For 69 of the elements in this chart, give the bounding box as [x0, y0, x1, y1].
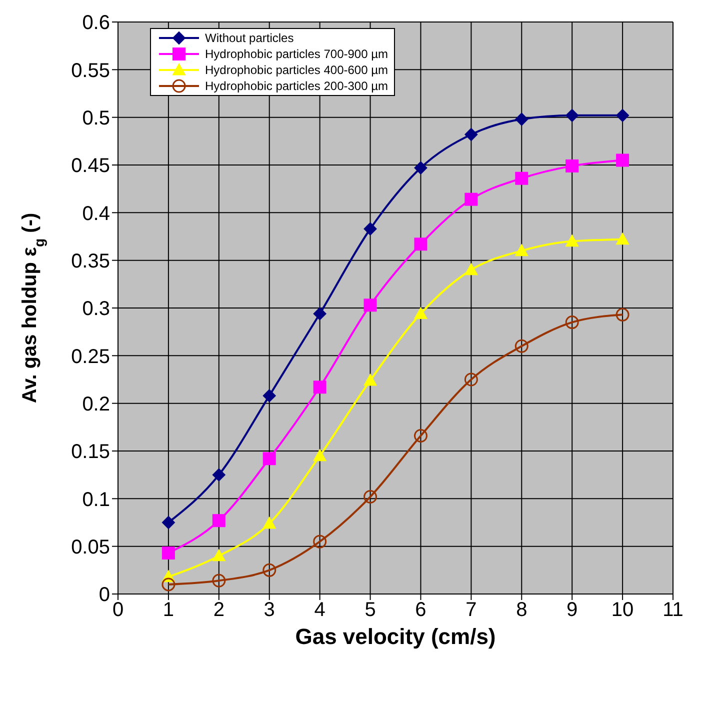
- y-tick-label: 0.05: [71, 536, 110, 558]
- x-tick-label: 5: [364, 599, 376, 622]
- point: [162, 546, 175, 560]
- y-tick-label: 0.3: [82, 298, 110, 320]
- point: [566, 234, 579, 247]
- y-tick-label: 0: [98, 584, 110, 606]
- point: [262, 452, 276, 466]
- x-tick-label: 1: [162, 599, 174, 622]
- x-tick-label: 8: [516, 599, 528, 622]
- legend-label: Hydrophobic particles 200-300 µm: [205, 78, 388, 94]
- y-tick-label: 0.2: [82, 393, 110, 416]
- y-tick-label: 0.15: [71, 441, 110, 464]
- point: [313, 449, 326, 462]
- legend-label: Hydrophobic particles 700-900 µm: [205, 46, 388, 62]
- x-axis-title: Gas velocity (cm/s): [295, 624, 496, 649]
- legend-label: Without particles: [205, 30, 294, 46]
- point: [364, 298, 377, 312]
- point: [616, 154, 630, 167]
- x-tick-label: 7: [466, 599, 477, 622]
- point: [515, 112, 528, 126]
- point: [464, 128, 478, 141]
- point: [212, 514, 226, 528]
- point: [414, 307, 428, 320]
- point: [464, 372, 478, 386]
- x-tick-label: 4: [314, 599, 326, 622]
- point: [313, 380, 326, 394]
- point: [616, 308, 630, 322]
- legend-label: Hydrophobic particles 400-600 µm: [205, 62, 388, 78]
- point: [414, 238, 428, 251]
- point: [162, 578, 176, 592]
- point: [212, 574, 226, 588]
- y-tick-label: 0.1: [82, 488, 110, 511]
- point: [262, 516, 276, 529]
- point: [364, 374, 377, 386]
- x-tick-label: 10: [611, 599, 634, 622]
- point: [212, 549, 226, 562]
- point: [565, 316, 579, 330]
- point: [162, 516, 175, 529]
- y-tick-label: 0.55: [71, 60, 110, 82]
- point: [616, 232, 630, 245]
- point: [515, 172, 528, 185]
- y-tick-label: 0.35: [71, 250, 110, 272]
- point: [414, 428, 428, 442]
- x-tick-label: 11: [662, 599, 684, 622]
- point: [414, 161, 428, 174]
- x-tick-label: 0: [112, 599, 124, 622]
- point: [313, 534, 327, 548]
- point: [262, 389, 276, 402]
- x-tick-label: 6: [415, 599, 426, 622]
- x-tick-label: 9: [566, 599, 578, 622]
- point: [464, 192, 478, 206]
- x-tick-label: 3: [264, 599, 275, 622]
- y-tick-label: 0.45: [71, 155, 110, 178]
- point: [262, 563, 276, 577]
- point: [212, 468, 226, 482]
- point: [464, 263, 478, 276]
- point: [514, 339, 528, 353]
- point: [616, 108, 630, 122]
- x-tick-label: 2: [213, 599, 224, 622]
- point: [515, 244, 528, 256]
- point: [313, 307, 326, 320]
- y-tick-label: 0.4: [82, 202, 110, 225]
- point: [566, 159, 579, 172]
- point: [566, 108, 579, 122]
- point: [364, 222, 377, 236]
- y-tick-label: 0.25: [71, 346, 110, 368]
- y-tick-label: 0.5: [82, 107, 110, 130]
- y-tick-label: 0.6: [82, 12, 110, 34]
- point: [364, 490, 378, 504]
